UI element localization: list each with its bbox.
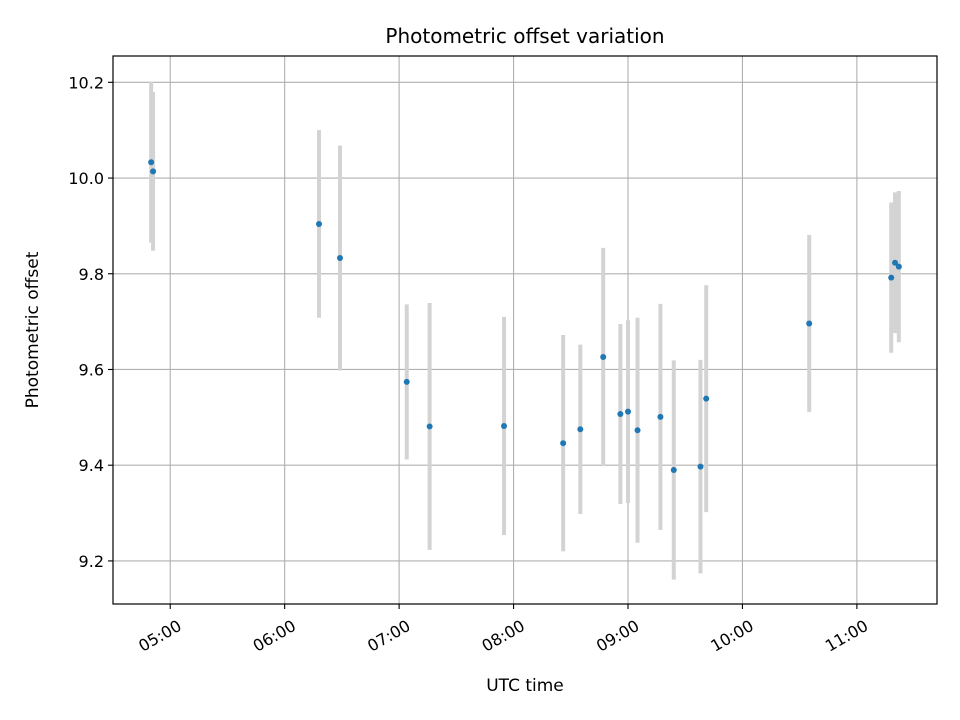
- data-point: [657, 413, 664, 420]
- data-point: [625, 408, 631, 415]
- data-point: [577, 426, 584, 433]
- y-tick-label: 9.4: [79, 456, 104, 475]
- axis-ticks: 05:00 06:00 07:00 08:00 09:00 10:00 11:00 9.2 9.…: [68, 73, 871, 655]
- data-point: [892, 259, 899, 266]
- data-point: [703, 395, 710, 402]
- error-bars: [149, 81, 901, 580]
- x-tick-label: 11:00: [822, 616, 871, 656]
- x-tick-label: 08:00: [479, 616, 528, 656]
- y-axis-label: Photometric offset: [23, 251, 43, 408]
- x-tick-label: 06:00: [250, 616, 299, 656]
- data-point: [617, 410, 624, 417]
- data-point: [426, 423, 433, 430]
- data-point: [600, 354, 607, 361]
- y-tick-label: 10.2: [68, 73, 104, 92]
- x-tick-label: 05:00: [135, 616, 184, 656]
- data-point: [501, 422, 508, 429]
- data-point: [888, 274, 895, 281]
- y-tick-label: 9.2: [79, 552, 104, 571]
- data-point: [403, 378, 410, 385]
- chart-title: Photometric offset variation: [385, 24, 664, 48]
- y-tick-label: 9.8: [79, 265, 104, 284]
- data-point: [697, 463, 704, 470]
- y-tick-label: 10.0: [68, 169, 104, 188]
- plot-frame: [112, 55, 938, 605]
- data-point: [806, 320, 813, 327]
- y-tick-label: 9.6: [79, 360, 104, 379]
- data-point: [148, 159, 155, 166]
- data-point: [336, 254, 343, 261]
- grid: [113, 56, 937, 604]
- data-point: [560, 440, 567, 447]
- x-tick-label: 10:00: [707, 616, 756, 656]
- x-tick-label: 09:00: [593, 616, 642, 656]
- x-axis-label: UTC time: [486, 676, 564, 696]
- data-point: [150, 168, 157, 175]
- data-points: [148, 159, 902, 473]
- x-tick-label: 07:00: [364, 616, 413, 656]
- data-point: [895, 263, 902, 270]
- data-point: [670, 466, 677, 473]
- data-point: [316, 220, 322, 227]
- data-point: [634, 427, 641, 434]
